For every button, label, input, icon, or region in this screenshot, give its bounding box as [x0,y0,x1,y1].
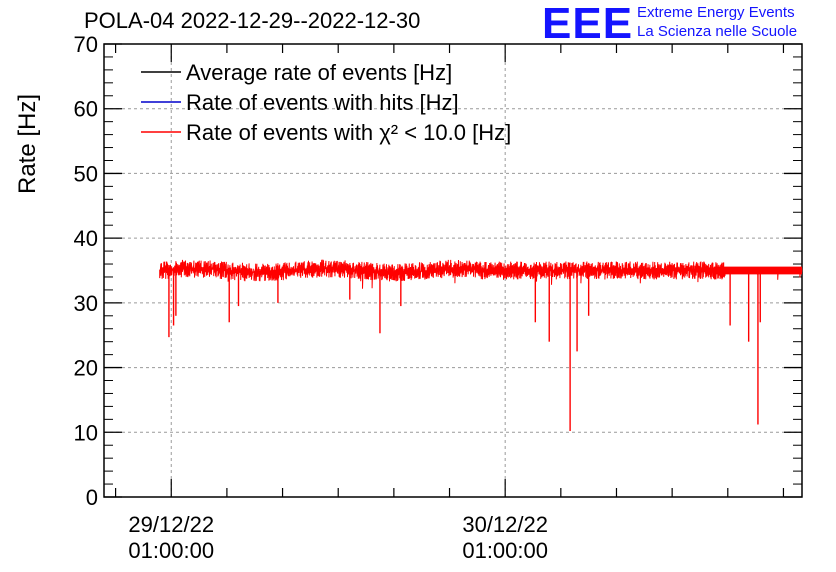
legend-label-3: Rate of events with χ² < 10.0 [Hz] [186,120,511,145]
y-tick-label: 70 [74,32,98,57]
y-tick-label: 60 [74,97,98,122]
series-group [159,259,803,431]
y-tick-label: 50 [74,161,98,186]
x-tick-label-time: 01:00:00 [462,538,548,563]
logo-line-2: La Scienza nelle Scuole [637,23,798,40]
y-axis: 0 10 20 30 40 50 60 70 [74,32,802,510]
x-tick-label-date: 30/12/22 [462,512,548,537]
x-tick-label-time: 01:00:00 [128,538,214,563]
y-tick-label: 10 [74,420,98,445]
eee-logo: EEE [542,0,634,48]
legend-label-1: Average rate of events [Hz] [186,60,452,85]
x-tick-label-date: 29/12/22 [128,512,214,537]
legend: Average rate of events [Hz] Rate of event… [141,60,511,145]
logo-line-1: Extreme Energy Events [637,4,795,21]
y-tick-label: 30 [74,291,98,316]
chart-title: POLA-04 2022-12-29--2022-12-30 [84,8,421,33]
legend-label-2: Rate of events with hits [Hz] [186,90,459,115]
y-tick-label: 0 [86,485,98,510]
red-rate-trace [159,259,803,289]
y-tick-label: 40 [74,226,98,251]
eee-logo-text: Extreme Energy Events La Scienza nelle S… [637,3,797,41]
y-tick-label: 20 [74,356,98,381]
